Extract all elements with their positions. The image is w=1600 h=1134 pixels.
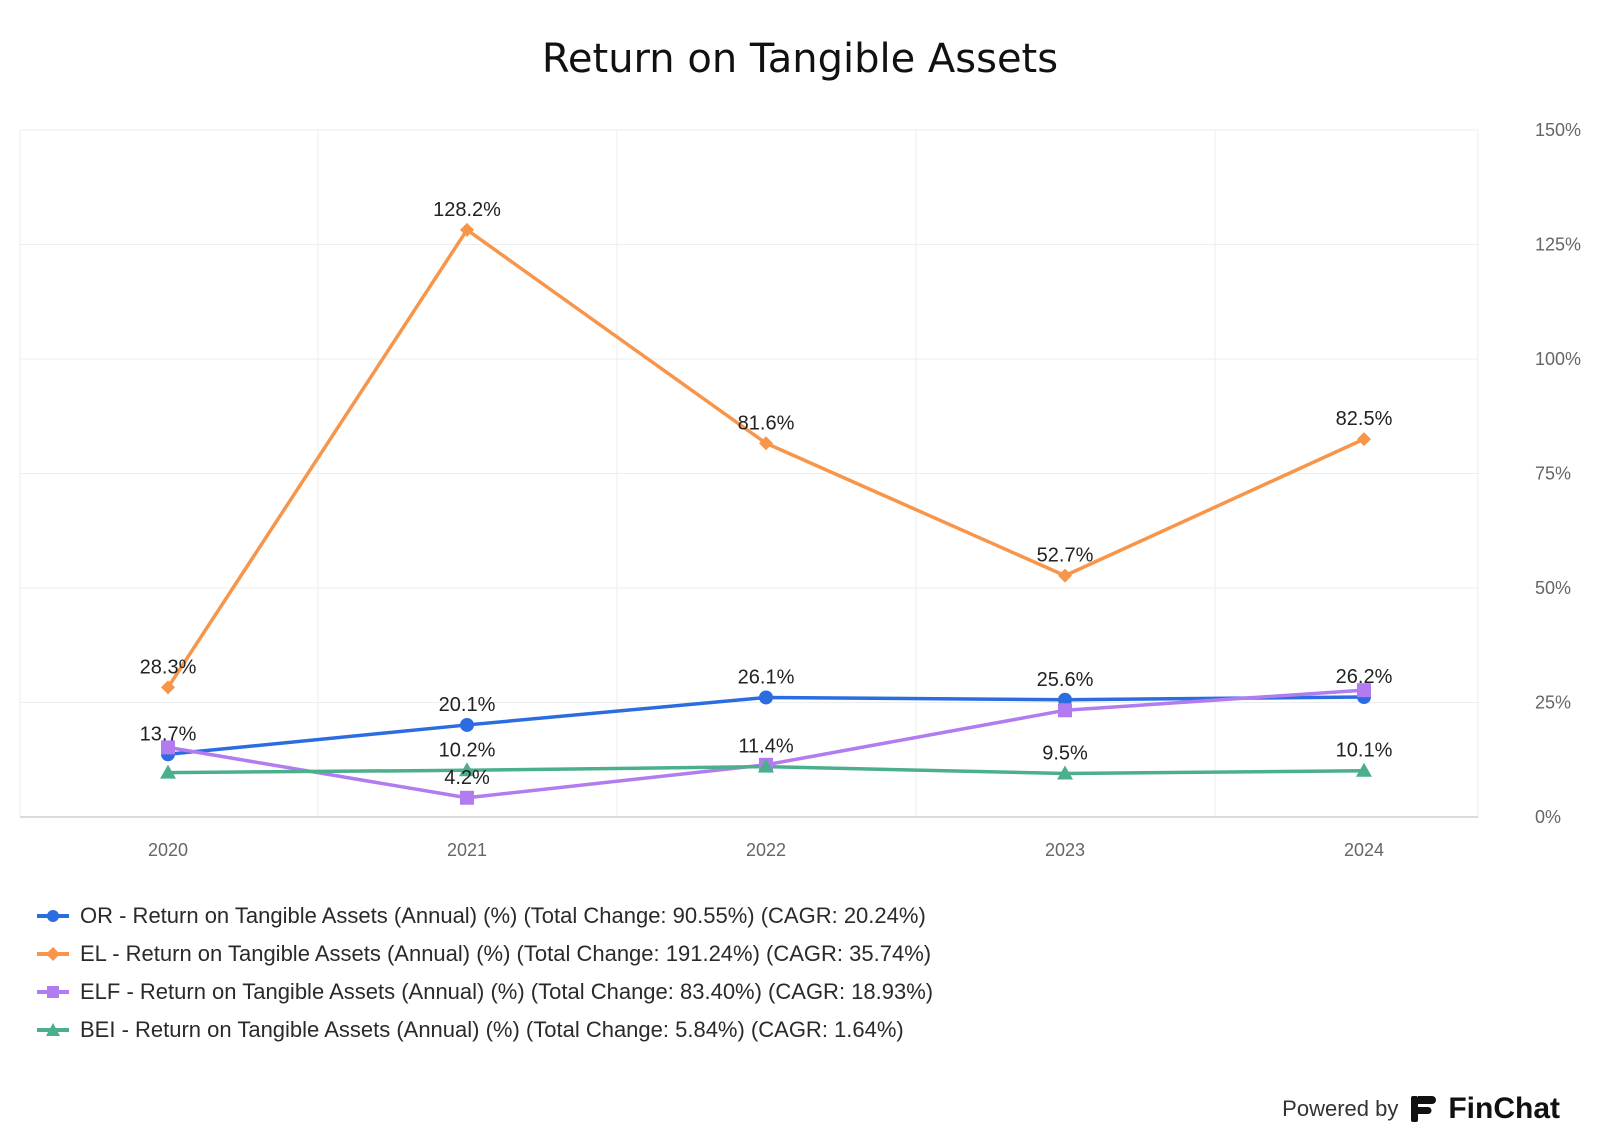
data-label-elf: 4.2% [444, 767, 490, 789]
footer: Powered by FinChat [1282, 1091, 1560, 1127]
legend-diamond-marker-icon [37, 947, 69, 961]
data-point-or [1058, 692, 1072, 707]
y-tick-label: 25% [1535, 693, 1571, 713]
legend-circle-marker-icon [37, 910, 69, 922]
legend-item-el[interactable]: EL - Return on Tangible Assets (Annual) … [36, 935, 933, 973]
x-tick-label: 2024 [1344, 840, 1384, 860]
data-label-el: 128.2% [433, 199, 501, 221]
data-point-bei [1356, 762, 1372, 777]
y-tick-label: 150% [1535, 120, 1581, 140]
data-label-bei: 11.4% [738, 736, 793, 758]
data-point-elf [1357, 683, 1371, 698]
data-label-or: 26.1% [738, 666, 795, 688]
data-point-el [460, 222, 474, 237]
data-label-bei: 10.1% [1336, 740, 1393, 762]
y-tick-label: 50% [1535, 578, 1571, 598]
legend-item-or[interactable]: OR - Return on Tangible Assets (Annual) … [36, 897, 933, 935]
y-tick-label: 75% [1535, 464, 1571, 484]
legend-label-bei: BEI - Return on Tangible Assets (Annual)… [80, 1017, 904, 1042]
data-point-bei [758, 758, 774, 773]
line-chart: 0% 25% 50% 75% 100% 125% 150% 2020 2021 2022 2023 2… [19, 120, 1581, 860]
legend-item-elf[interactable]: ELF - Return on Tangible Assets (Annual)… [36, 973, 933, 1011]
data-point-el [1357, 432, 1371, 447]
finchat-logo-icon [1411, 1096, 1437, 1122]
chart-legend: OR - Return on Tangible Assets (Annual) … [36, 897, 933, 1049]
brand-name: FinChat [1448, 1092, 1560, 1125]
data-point-el [1058, 568, 1072, 583]
series-line-el [166, 228, 1365, 689]
data-label-or: 25.6% [1037, 669, 1094, 691]
data-point-el [161, 680, 175, 695]
y-tick-label: 125% [1535, 235, 1581, 255]
legend-square-marker-icon [37, 986, 69, 998]
data-point-bei [459, 762, 475, 777]
data-label-el: 52.7% [1037, 545, 1094, 567]
data-label-bei: 9.5% [1042, 742, 1088, 764]
data-point-elf [161, 740, 175, 755]
data-label-el: 82.5% [1336, 408, 1393, 430]
x-tick-label: 2023 [1045, 840, 1085, 860]
data-label-or: 26.2% [1336, 666, 1393, 688]
powered-by-text: Powered by [1282, 1096, 1399, 1121]
chart-title: Return on Tangible Assets [541, 36, 1059, 82]
data-point-el [759, 436, 773, 451]
data-label-el: 28.3% [140, 656, 197, 678]
x-tick-label: 2021 [447, 840, 487, 860]
data-point-or [759, 690, 773, 705]
y-tick-label: 0% [1535, 807, 1561, 827]
x-tick-label: 2020 [148, 840, 188, 860]
legend-item-bei[interactable]: BEI - Return on Tangible Assets (Annual)… [36, 1011, 933, 1049]
y-tick-label: 100% [1535, 349, 1581, 369]
finchat-brand[interactable]: FinChat [1408, 1092, 1560, 1126]
legend-label-el: EL - Return on Tangible Assets (Annual) … [80, 941, 932, 966]
data-point-elf [1058, 703, 1072, 718]
data-point-bei [1057, 765, 1073, 780]
legend-triangle-marker-icon [37, 1023, 69, 1036]
data-label-or: 20.1% [439, 694, 496, 716]
data-point-bei [160, 764, 176, 779]
legend-label-elf: ELF - Return on Tangible Assets (Annual)… [80, 979, 934, 1004]
data-label-or: 13.7% [140, 723, 197, 745]
data-label-bei: 10.2% [439, 739, 496, 761]
data-point-elf [460, 790, 474, 805]
data-point-or [460, 717, 474, 732]
legend-label-or: OR - Return on Tangible Assets (Annual) … [80, 903, 926, 928]
data-label-el: 81.6% [738, 412, 795, 434]
x-tick-label: 2022 [746, 840, 786, 860]
